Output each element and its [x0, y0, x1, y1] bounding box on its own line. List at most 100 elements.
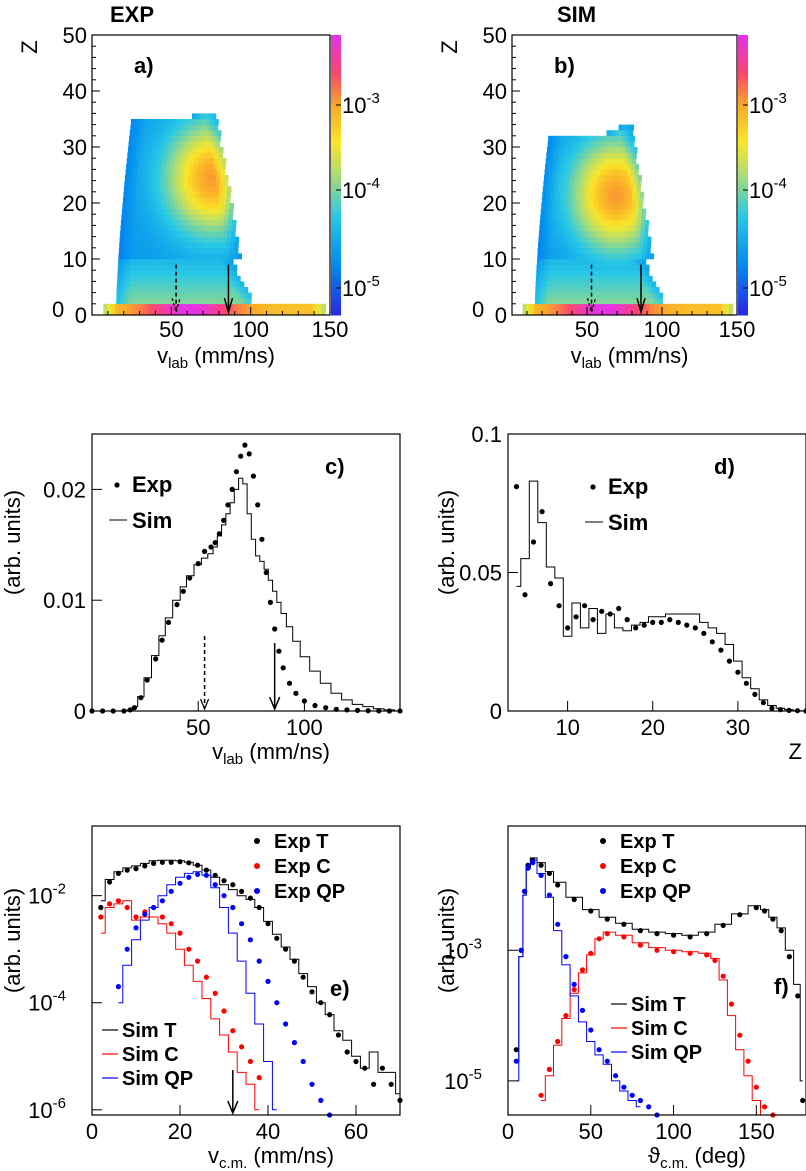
heatmap-bin — [133, 214, 138, 221]
colorbar-cell — [738, 194, 748, 198]
heatmap-bin — [222, 197, 227, 204]
colorbar-cell — [738, 79, 748, 84]
colorbar-cell — [331, 214, 341, 218]
heatmap-bin — [149, 163, 155, 170]
colorbar-cell — [331, 194, 341, 198]
heatmap-bin — [577, 214, 583, 221]
heatmap-bin — [563, 208, 568, 215]
series-exp-point — [323, 705, 329, 711]
heatmap-bin — [145, 135, 150, 142]
heatmap-bin — [654, 298, 660, 305]
series-exp-c-point — [745, 1058, 751, 1064]
colorbar-cell — [331, 116, 341, 120]
heatmap-bin — [605, 247, 610, 254]
heatmap-bin — [541, 303, 546, 310]
heatmap-bin — [141, 135, 146, 142]
heatmap-bin — [199, 292, 205, 299]
heatmap-bin — [134, 247, 140, 254]
heatmap-bin — [193, 163, 198, 170]
heatmap-bin — [142, 124, 147, 131]
heatmap-bin — [144, 281, 150, 288]
heatmap-bin — [548, 203, 554, 209]
heatmap-bin — [571, 197, 577, 204]
heatmap-bin — [158, 253, 163, 260]
heatmap-bin — [182, 247, 187, 254]
colorbar-cell — [331, 77, 341, 81]
heatmap-bin — [591, 147, 597, 153]
heatmap-bin — [171, 186, 176, 193]
heatmap-bin — [614, 219, 620, 226]
heatmap-bin — [665, 309, 670, 316]
heatmap-bin — [590, 247, 595, 254]
heatmap-bin — [317, 303, 322, 310]
heatmap-bin — [193, 203, 199, 209]
heatmap-bin — [636, 231, 641, 237]
heatmap-bin — [178, 119, 184, 125]
heatmap-bin — [152, 287, 157, 293]
heatmap-bin — [231, 287, 237, 293]
heatmap-bin — [621, 225, 627, 232]
heatmap-bin — [146, 253, 151, 260]
heatmap-bin — [153, 270, 158, 277]
series-exp-t-point — [388, 1081, 394, 1087]
heatmap-bin — [644, 225, 649, 232]
heatmap-bin — [204, 281, 209, 288]
series-exp-point — [590, 617, 596, 623]
heatmap-bin — [623, 169, 628, 176]
heatmap-bin — [188, 219, 193, 226]
heatmap-bin — [197, 130, 202, 137]
heatmap-bin — [618, 124, 623, 131]
series-exp-c-point — [579, 967, 586, 973]
colorbar-cell — [331, 40, 341, 44]
heatmap-bin — [596, 175, 601, 181]
heatmap-bin — [617, 152, 622, 159]
heatmap-bin — [150, 253, 155, 260]
heatmap-bin — [606, 147, 612, 153]
heatmap-bin — [583, 191, 588, 198]
heatmap-bin — [593, 309, 599, 316]
heatmap-bin — [111, 309, 116, 316]
heatmap-bin — [582, 208, 587, 215]
series-exp-t-point — [621, 921, 627, 927]
heatmap-bin — [584, 287, 589, 293]
heatmap-bin — [230, 303, 235, 310]
heatmap-bin — [197, 163, 202, 170]
heatmap-bin — [185, 253, 191, 260]
heatmap-bin — [183, 298, 189, 305]
series-exp-point — [195, 561, 201, 567]
heatmap-bin — [601, 242, 607, 249]
heatmap-bin — [613, 191, 618, 198]
heatmap-bin — [539, 225, 544, 232]
heatmap-bin — [119, 309, 124, 316]
series-exp-qp-point — [513, 1058, 519, 1064]
heatmap-bin — [196, 175, 201, 181]
heatmap-bin — [152, 175, 158, 181]
series-exp-t-point — [291, 958, 297, 964]
heatmap-bin — [142, 253, 147, 260]
heatmap-bin — [638, 253, 643, 260]
heatmap-bin — [209, 264, 214, 271]
heatmap-bin — [607, 270, 612, 277]
heatmap-bin — [289, 309, 295, 316]
heatmap-bin — [174, 303, 180, 310]
heatmap-bin — [192, 281, 197, 288]
heatmap-bin — [578, 208, 583, 215]
x-tick-label: 60 — [344, 1119, 368, 1144]
heatmap-bin — [143, 191, 148, 198]
heatmap-bin — [155, 236, 160, 243]
colorbar-cell — [331, 228, 341, 232]
heatmap-bin — [557, 287, 563, 293]
heatmap-bin — [218, 191, 224, 198]
heatmap-bin — [137, 208, 143, 215]
colorbar-cell — [738, 191, 748, 196]
heatmap-bin — [574, 253, 580, 260]
colorbar-cell — [331, 219, 341, 224]
heatmap-bin — [212, 175, 217, 181]
heatmap-bin — [125, 214, 130, 221]
colorbar-cell — [738, 107, 748, 112]
heatmap-bin — [628, 158, 633, 165]
legend-sim-label: Sim — [608, 510, 648, 535]
heatmap-bin — [616, 303, 621, 310]
heatmap-bin — [629, 186, 634, 193]
heatmap-bin — [223, 231, 228, 237]
